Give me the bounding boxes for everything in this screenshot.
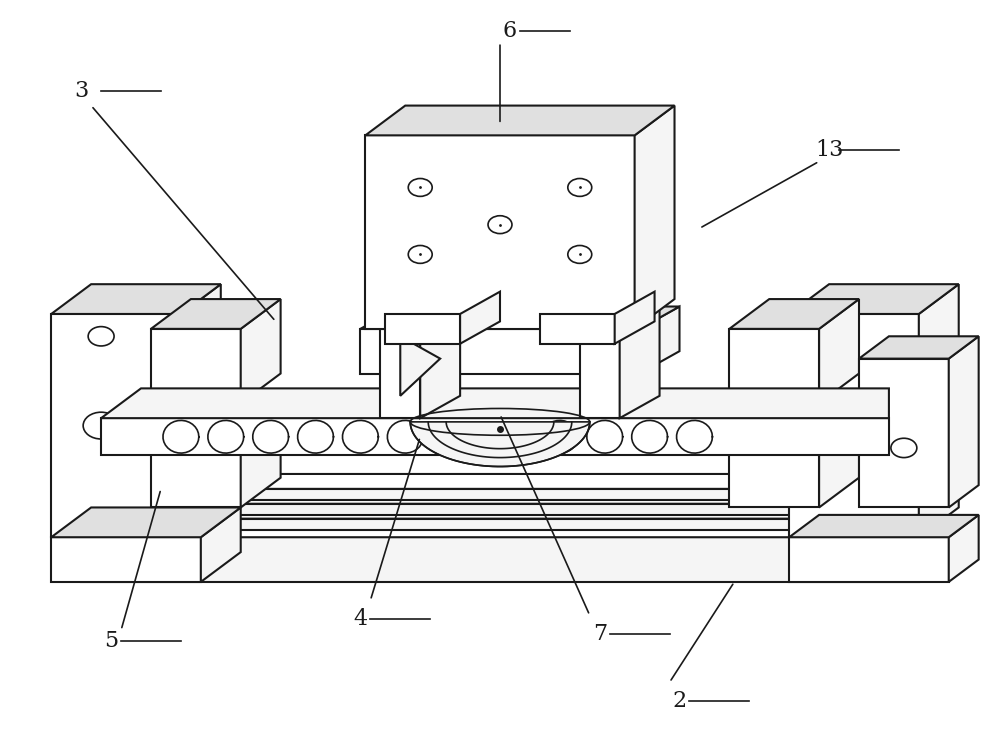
Polygon shape bbox=[241, 403, 281, 507]
Polygon shape bbox=[101, 518, 879, 530]
Polygon shape bbox=[241, 299, 281, 403]
Polygon shape bbox=[101, 489, 879, 503]
Polygon shape bbox=[81, 485, 919, 537]
Text: 4: 4 bbox=[353, 608, 367, 630]
Polygon shape bbox=[640, 306, 680, 374]
Polygon shape bbox=[365, 105, 675, 135]
Polygon shape bbox=[615, 291, 655, 344]
Polygon shape bbox=[819, 299, 859, 403]
Polygon shape bbox=[919, 284, 959, 537]
Polygon shape bbox=[151, 299, 281, 329]
Polygon shape bbox=[201, 507, 241, 582]
Polygon shape bbox=[51, 537, 201, 582]
Polygon shape bbox=[101, 503, 879, 518]
Polygon shape bbox=[385, 314, 460, 344]
Polygon shape bbox=[101, 474, 879, 489]
Text: 2: 2 bbox=[672, 690, 687, 712]
Polygon shape bbox=[410, 422, 590, 467]
Polygon shape bbox=[540, 314, 615, 344]
Polygon shape bbox=[635, 105, 675, 329]
Polygon shape bbox=[360, 306, 680, 329]
Polygon shape bbox=[101, 388, 889, 418]
Polygon shape bbox=[181, 284, 221, 537]
Text: 6: 6 bbox=[503, 20, 517, 42]
Polygon shape bbox=[51, 284, 221, 314]
Polygon shape bbox=[620, 306, 660, 418]
Polygon shape bbox=[729, 329, 819, 403]
Polygon shape bbox=[949, 515, 979, 582]
Polygon shape bbox=[789, 314, 919, 537]
Polygon shape bbox=[151, 329, 241, 403]
Polygon shape bbox=[580, 329, 620, 418]
Polygon shape bbox=[789, 515, 979, 537]
Text: 5: 5 bbox=[104, 630, 118, 652]
Polygon shape bbox=[729, 433, 819, 507]
Text: 13: 13 bbox=[815, 139, 843, 161]
Polygon shape bbox=[365, 135, 635, 329]
Polygon shape bbox=[360, 329, 640, 374]
Polygon shape bbox=[81, 537, 919, 582]
Polygon shape bbox=[729, 299, 859, 329]
Polygon shape bbox=[949, 336, 979, 507]
Polygon shape bbox=[819, 403, 859, 507]
Text: 3: 3 bbox=[74, 80, 88, 102]
Polygon shape bbox=[51, 507, 241, 537]
Polygon shape bbox=[859, 336, 979, 359]
Polygon shape bbox=[859, 359, 949, 507]
Polygon shape bbox=[729, 403, 859, 433]
Polygon shape bbox=[151, 403, 281, 433]
Polygon shape bbox=[151, 433, 241, 507]
Polygon shape bbox=[400, 336, 440, 396]
Text: 7: 7 bbox=[593, 623, 607, 645]
Polygon shape bbox=[101, 418, 889, 456]
Polygon shape bbox=[101, 489, 879, 500]
Polygon shape bbox=[789, 284, 959, 314]
Polygon shape bbox=[420, 306, 460, 418]
Polygon shape bbox=[380, 329, 420, 418]
Polygon shape bbox=[789, 537, 949, 582]
Polygon shape bbox=[460, 291, 500, 344]
Polygon shape bbox=[101, 503, 879, 515]
Polygon shape bbox=[51, 314, 181, 537]
